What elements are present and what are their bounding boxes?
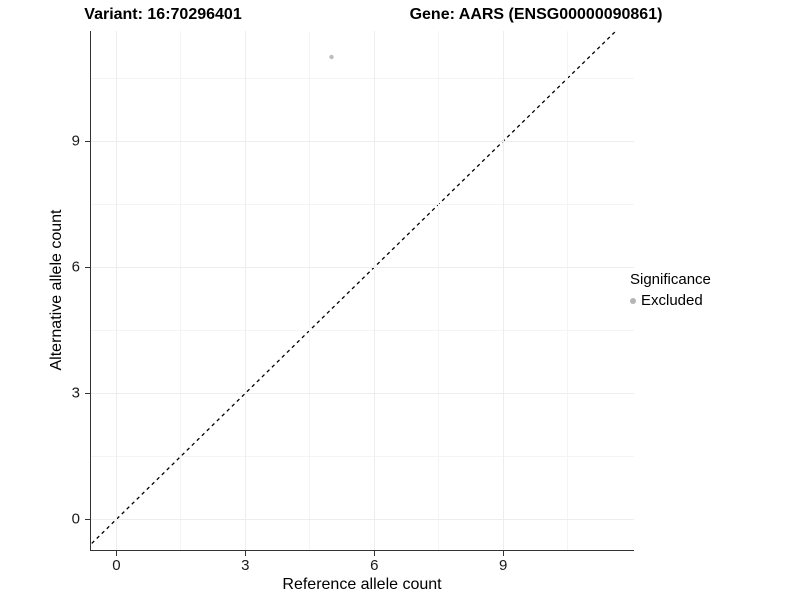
gridline-minor-horizontal [91, 330, 634, 331]
x-axis-tick [503, 551, 505, 556]
gridline-major-horizontal [91, 140, 634, 142]
gridline-minor-horizontal [91, 77, 634, 79]
gridline-minor-horizontal [91, 204, 634, 205]
y-axis-tick-label: 0 [71, 510, 80, 528]
gridline-minor-vertical [309, 31, 311, 550]
plot-panel [90, 31, 634, 551]
y-axis-tick-label: 3 [71, 384, 80, 402]
gridline-minor-vertical [438, 31, 440, 550]
x-axis-tick-label: 3 [241, 557, 250, 574]
x-axis-tick [245, 551, 247, 556]
x-axis-tick-label: 6 [370, 557, 379, 574]
x-axis-tick-label: 9 [498, 557, 508, 574]
legend: Significance Excluded [630, 271, 711, 309]
y-axis-tick-label: 9 [71, 132, 80, 150]
data-point [329, 54, 334, 60]
legend-item-label: Excluded [641, 292, 703, 309]
plot-title-gene: Gene: AARS (ENSG00000090861) [409, 6, 663, 23]
y-axis-title: Alternative allele count [48, 209, 65, 371]
identity-line [91, 31, 617, 544]
y-axis-tick [85, 393, 90, 394]
gridline-major-horizontal [91, 267, 634, 268]
y-axis-tick-label: 6 [71, 258, 80, 276]
legend-item-excluded: Excluded [630, 292, 711, 309]
y-axis-tick [85, 267, 90, 268]
gridline-major-vertical [115, 31, 117, 550]
plot-canvas [91, 31, 617, 544]
gridline-minor-horizontal [91, 456, 634, 457]
gridline-major-horizontal [91, 519, 634, 520]
gridline-major-vertical [373, 31, 375, 550]
gridline-major-horizontal [91, 393, 634, 394]
y-axis-tick [85, 519, 90, 520]
x-axis-tick [116, 551, 118, 556]
gridline-major-vertical [502, 31, 504, 550]
x-axis-title: Reference allele count [282, 576, 442, 593]
x-axis-tick [374, 551, 376, 556]
legend-title: Significance [630, 271, 711, 288]
x-axis-tick-label: 0 [112, 557, 121, 574]
plot-title-variant: Variant: 16:70296401 [84, 6, 242, 23]
gridline-major-vertical [244, 31, 246, 550]
gridline-minor-vertical [567, 31, 569, 550]
y-axis-tick [85, 140, 90, 142]
gridline-minor-vertical [180, 31, 182, 550]
excluded-point-icon [630, 297, 636, 304]
